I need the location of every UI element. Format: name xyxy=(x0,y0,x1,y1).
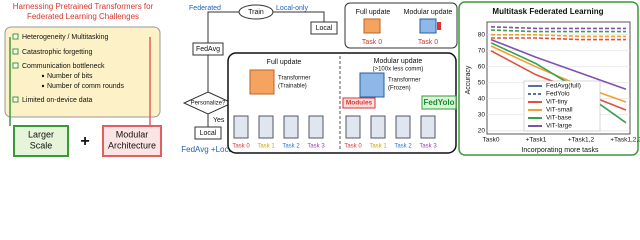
detail-label: (Frozen) xyxy=(388,86,411,92)
fedavg-line xyxy=(490,38,627,90)
y-tick-label: 20 xyxy=(478,128,486,135)
decision xyxy=(182,91,234,115)
legend-label: ViT-small xyxy=(546,107,573,114)
icon xyxy=(437,22,441,30)
task-label: Task 0 xyxy=(418,39,438,46)
flow-node: Personalize? xyxy=(191,101,226,107)
detail-label: Full update xyxy=(267,59,302,66)
plus: + xyxy=(80,133,89,150)
icon xyxy=(363,18,381,34)
challenge: Heterogeneity / Multitasking xyxy=(22,34,108,41)
detail-label: FedYolo xyxy=(424,98,455,107)
flow-box xyxy=(310,21,338,35)
legend-label: FedYolo xyxy=(546,91,570,98)
chart-title: Multitask Federated Learning xyxy=(492,7,603,16)
mini-label: Modular update xyxy=(404,9,453,16)
mini-label: Full update xyxy=(356,9,391,16)
challenge: Catastrophic forgetting xyxy=(22,49,93,56)
flow-label: Local-only xyxy=(276,5,308,12)
task-label: Task 1 xyxy=(257,144,275,150)
fedavg-line xyxy=(490,42,627,124)
flow-node: Train xyxy=(248,9,264,16)
solution: Modular xyxy=(116,129,149,139)
icon xyxy=(419,18,437,34)
mini-box xyxy=(344,2,458,49)
legend-label: ViT-tiny xyxy=(546,99,568,106)
task-label: Task 3 xyxy=(419,144,437,150)
y-axis-label: Accuracy xyxy=(465,65,472,94)
y-tick-label: 80 xyxy=(478,32,486,39)
legend-label: ViT-base xyxy=(546,115,572,122)
detail-label: (>100x less comm) xyxy=(373,67,424,73)
task-label: Task 0 xyxy=(232,144,250,150)
modules-box xyxy=(342,97,376,109)
arrow xyxy=(207,11,325,43)
bullet xyxy=(41,84,45,88)
solution: Scale xyxy=(30,140,53,150)
task-label: Task 2 xyxy=(282,144,300,150)
flow-label: Yes xyxy=(213,117,225,124)
task-label: Task 3 xyxy=(307,144,325,150)
legend-box xyxy=(523,80,601,132)
detail-label: Modules xyxy=(346,100,373,107)
flow-label: Federated xyxy=(189,5,221,12)
x-tick-label: +Task1,2,3 xyxy=(610,137,640,144)
flow-node: Local xyxy=(200,130,217,137)
check xyxy=(12,62,19,69)
x-tick-label: +Task1,2 xyxy=(568,137,595,144)
flow-result: FedAvg +Local xyxy=(181,145,235,154)
flow-node: FedAvg xyxy=(196,46,220,53)
flow-box xyxy=(194,126,222,140)
challenge: Communication bottleneck xyxy=(22,63,105,70)
fedyolo-line xyxy=(490,26,626,30)
challenge: Number of bits xyxy=(47,73,93,80)
fedyolo-line xyxy=(490,29,626,33)
detail-label: Modular update xyxy=(374,58,423,65)
detail-label: Transformer xyxy=(278,76,310,82)
icon xyxy=(359,72,385,98)
fedyolo-line xyxy=(491,34,626,38)
solution-box xyxy=(13,125,69,157)
y-tick-label: 60 xyxy=(478,64,486,71)
icon xyxy=(249,69,275,95)
x-axis-label: Incorporating more tasks xyxy=(521,147,599,154)
y-tick-label: 40 xyxy=(478,96,486,103)
challenge: Limited on-device data xyxy=(22,97,93,104)
task-label: Task 0 xyxy=(344,144,362,150)
detail-label: Transformer xyxy=(388,78,420,84)
y-tick-label: 70 xyxy=(478,48,486,55)
challenge-box xyxy=(4,26,161,118)
bullet xyxy=(41,74,45,78)
y-tick-label: 50 xyxy=(478,80,486,87)
task-label: Task 2 xyxy=(394,144,412,150)
check xyxy=(12,33,19,40)
task-label: Task 0 xyxy=(362,39,382,46)
fedyolo-line xyxy=(491,37,626,41)
title-line: Harnessing Pretrained Transformers for xyxy=(13,2,154,11)
detail-label: (Trainable) xyxy=(278,84,307,90)
check xyxy=(12,48,19,55)
solution: Larger xyxy=(28,129,54,139)
flow-node: Local xyxy=(316,25,333,32)
solution-box xyxy=(102,125,162,157)
x-tick-label: +Task1 xyxy=(526,137,547,144)
x-tick-label: Task0 xyxy=(483,137,500,144)
legend-label: FedAvg(full) xyxy=(546,83,581,90)
y-tick-label: 30 xyxy=(478,112,486,119)
challenge: Number of comm rounds xyxy=(47,83,125,90)
task-label: Task 1 xyxy=(369,144,387,150)
fedyolo-box xyxy=(421,95,457,110)
figure: Harnessing Pretrained Transformers for F… xyxy=(4,1,640,157)
title-line: Federated Learning Challenges xyxy=(27,12,139,21)
legend-label: ViT-large xyxy=(546,123,572,130)
devices xyxy=(233,115,436,139)
check xyxy=(12,96,19,103)
plot: 20 30 40 50 60 70 80 Task0 +Task1 +Task1,2 +Task1,… xyxy=(478,21,640,144)
solution: Architecture xyxy=(108,140,156,150)
